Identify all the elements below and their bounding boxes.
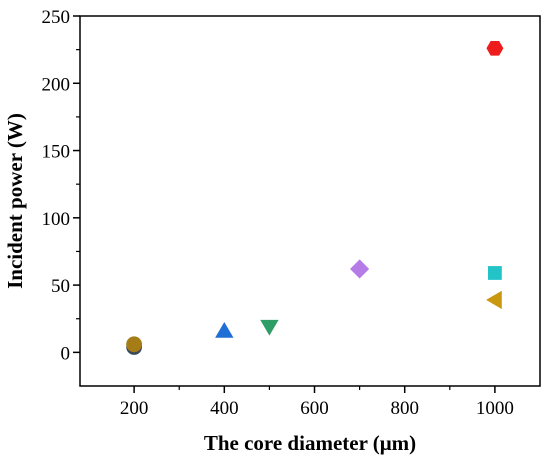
data-point-diamond — [350, 259, 370, 279]
y-tick-label: 200 — [42, 74, 71, 95]
x-tick-label: 200 — [120, 398, 149, 419]
y-axis-title: Incident power (W) — [3, 113, 27, 289]
x-tick-label: 600 — [300, 398, 329, 419]
y-tick-label: 50 — [51, 276, 70, 297]
data-points — [126, 40, 504, 355]
x-tick-label: 1000 — [476, 398, 514, 419]
axis-ticks: 200 400 600 800 1000 0 50 100 150 200 250 — [42, 7, 514, 419]
data-point-circle — [126, 336, 143, 353]
y-tick-label: 250 — [42, 7, 71, 28]
data-point-hexagon — [486, 40, 504, 56]
y-tick-label: 100 — [42, 209, 71, 230]
plot-frame — [79, 15, 541, 387]
data-point-triangle-left — [486, 290, 502, 310]
y-tick-label: 150 — [42, 142, 71, 163]
y-tick-label: 0 — [61, 343, 71, 364]
data-point-triangle-down — [260, 319, 279, 336]
x-tick-label: 800 — [390, 398, 419, 419]
x-tick-label: 400 — [210, 398, 239, 419]
data-point-square — [488, 266, 502, 280]
data-point-triangle-up — [215, 322, 234, 338]
x-axis-title: The core diameter (μm) — [204, 431, 416, 455]
